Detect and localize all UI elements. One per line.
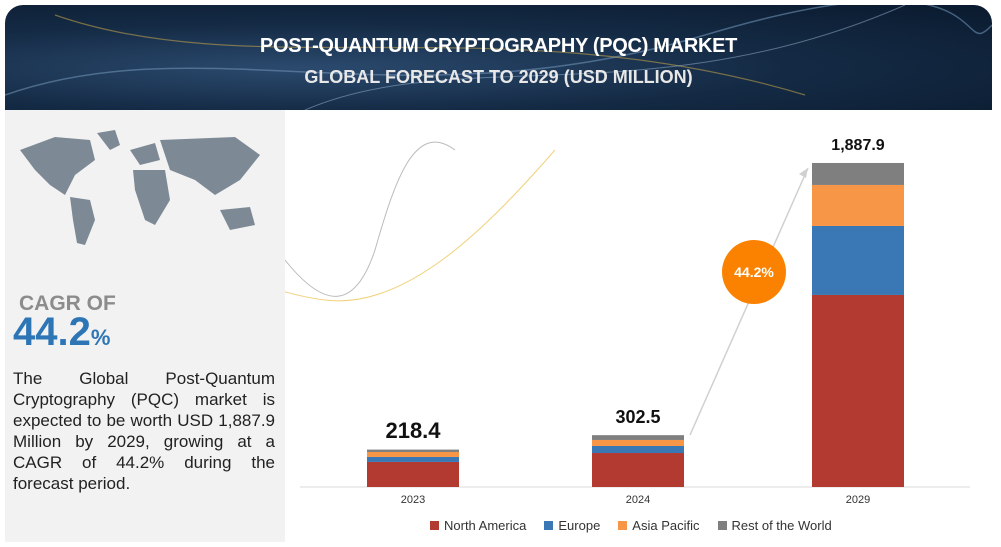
bar-segment-rest-of-the-world [592,435,684,440]
arrow-head-icon [799,168,808,178]
market-description: The Global Post-Quantum Cryptography (PQ… [13,369,275,493]
bar-segment-asia-pacific [367,451,459,457]
legend-item: Rest of the World [717,518,832,533]
legend-item: North America [430,518,526,533]
decorative-curve [285,149,556,302]
legend-label: Asia Pacific [632,518,700,533]
legend-label: North America [444,518,527,533]
bar-segment-asia-pacific [592,439,684,446]
bar-segment-rest-of-the-world [812,162,904,185]
legend-swatch [544,521,554,530]
bar-total-label: 302.5 [615,407,661,428]
bar-segment-europe [592,445,684,454]
bar-total-label: 218.4 [385,417,441,443]
cagr-label: CAGR OF [19,292,116,315]
legend-swatch [618,521,628,530]
chart-plot [285,141,970,488]
bar-total-label: 1,887.9 [831,137,885,154]
cagr-number: 44.2 [13,310,91,354]
x-tick-label: 2023 [400,494,426,506]
page-subtitle: GLOBAL FORECAST TO 2029 (USD MILLION) [304,67,693,87]
x-tick-label: 2024 [625,494,651,506]
bar-segment-europe [367,456,459,462]
bar-segment-north-america [812,294,904,487]
bar-segment-asia-pacific [812,184,904,226]
cagr-value: 44.2% [13,310,110,355]
cagr-badge: 44.2% [722,240,786,304]
bar-segment-north-america [367,461,459,487]
bar-segment-europe [812,225,904,295]
cagr-unit: % [90,325,111,350]
legend-swatch [430,521,439,530]
decorative-fibers [5,5,992,110]
bar-segment-rest-of-the-world [367,449,459,452]
chart-legend: North America Europe Asia Pacific Rest of t… [430,518,832,533]
world-map-icon [20,130,260,245]
page-title: POST-QUANTUM CRYPTOGRAPHY (PQC) MARKET [259,35,738,57]
bar-segment-north-america [592,453,684,487]
legend-label: Rest of the World [731,518,832,533]
legend-item: Asia Pacific [618,518,700,533]
header-banner: POST-QUANTUM CRYPTOGRAPHY (PQC) MARKET G… [5,5,992,110]
legend-item: Europe [544,518,600,533]
legend-label: Europe [558,518,601,533]
summary-panel: CAGR OF 44.2% The Global Post-Quantum Cr… [5,110,285,542]
x-tick-label: 2029 [845,494,871,506]
stacked-bar-chart: 44.2% 218.4 2023 302.5 2024 1,887.9 2029 Nort… [285,110,992,542]
decorative-curve [285,141,456,297]
legend-swatch [717,521,727,530]
